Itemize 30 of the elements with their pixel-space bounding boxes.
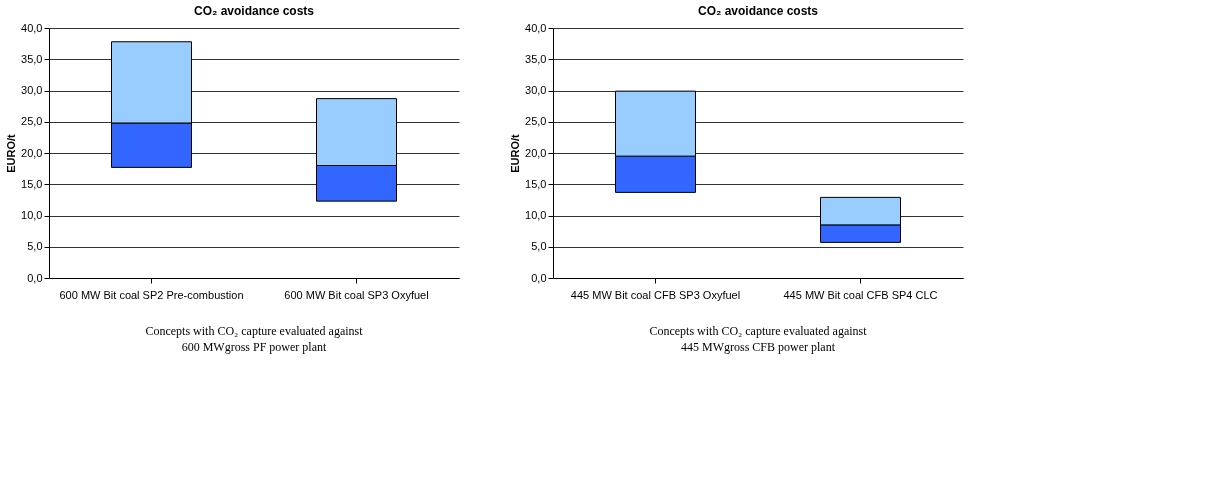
x-tick-label: 600 MW Bit coal SP2 Pre-combustion — [59, 288, 244, 301]
y-tick-label: 15,0 — [21, 177, 43, 190]
y-tick-label: 0,0 — [531, 271, 547, 284]
y-tick-label: 5,0 — [27, 240, 43, 253]
y-tick-label: 40,0 — [21, 21, 43, 34]
y-tick-label: 35,0 — [21, 52, 43, 65]
text: 445 MWgross CFB power plant — [681, 340, 836, 354]
x-tick-label: 445 MW Bit coal CFB SP4 CLC — [783, 288, 938, 301]
chart-title: CO₂ avoidance costs — [193, 4, 315, 18]
y-tick-label: 40,0 — [525, 21, 547, 34]
text: 600 MWgross PF power plant — [181, 340, 327, 354]
y-tick-label: 25,0 — [525, 115, 547, 128]
y-tick-label: 0,0 — [27, 271, 43, 284]
y-tick-label: 20,0 — [21, 146, 43, 159]
x-tick-label: 600 MW Bit coal SP3 Oxyfuel — [284, 288, 429, 301]
chart-title: CO₂ avoidance costs — [697, 4, 819, 18]
y-tick-label: 30,0 — [21, 84, 43, 96]
text: Concepts with CO₂ capture evaluated against — [649, 324, 868, 338]
x-tick-label: 445 MW Bit coal CFB SP3 Oxyfuel — [570, 288, 741, 301]
y-axis-title: EURO/t — [509, 133, 522, 173]
y-tick-label: 25,0 — [21, 115, 43, 128]
y-tick-label: 15,0 — [525, 177, 547, 190]
y-tick-label: 20,0 — [525, 146, 547, 159]
y-tick-label: 30,0 — [525, 84, 547, 96]
y-tick-label: 5,0 — [531, 240, 547, 253]
y-tick-label: 35,0 — [525, 52, 547, 65]
text: Concepts with CO₂ capture evaluated against — [145, 324, 364, 338]
y-axis-title: EURO/t — [5, 133, 18, 173]
y-tick-label: 10,0 — [21, 209, 43, 221]
y-tick-label: 10,0 — [525, 209, 547, 221]
